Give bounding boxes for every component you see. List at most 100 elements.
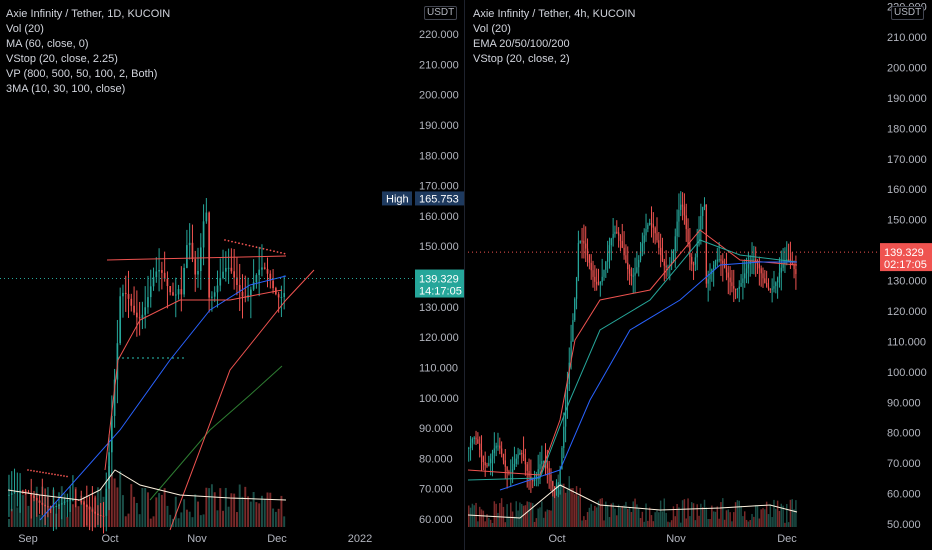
volume-bar xyxy=(595,507,598,527)
price-tick-label: 170.000 xyxy=(419,181,459,193)
volume-bar xyxy=(121,495,124,527)
candle-body xyxy=(30,493,33,496)
volume-bar xyxy=(149,518,152,527)
vstop-dot xyxy=(241,243,244,245)
candle-body xyxy=(539,464,541,470)
left-indicator-ma[interactable]: MA (60, close, 0) xyxy=(6,38,89,50)
candle-body xyxy=(522,454,525,459)
candle-body xyxy=(519,452,521,455)
price-tick-label: 200.000 xyxy=(419,90,459,102)
right-price-axis[interactable]: 50.000 60.000 70.000 80.000 90.000 100.000 110… xyxy=(880,2,932,531)
candle-body xyxy=(650,223,653,225)
candle-body xyxy=(166,278,169,287)
candle-body xyxy=(241,291,244,297)
volume-bar xyxy=(575,486,578,527)
candle-body xyxy=(725,267,728,273)
left-indicator-3ma[interactable]: 3MA (10, 30, 100, close) xyxy=(6,83,126,95)
candle-body xyxy=(778,272,781,278)
candle-body xyxy=(263,267,266,269)
candle-body xyxy=(197,270,199,275)
candle-body xyxy=(186,245,188,268)
candle-body xyxy=(236,277,238,285)
candle-body xyxy=(152,277,155,287)
volume-bar xyxy=(654,512,656,527)
vstop-dot xyxy=(266,248,268,251)
volume-bar xyxy=(663,498,666,527)
candle-body xyxy=(572,320,574,342)
price-tick-label: 200.000 xyxy=(887,62,927,74)
candle-body xyxy=(718,259,720,261)
candle-body xyxy=(222,271,224,279)
candle-body xyxy=(649,223,651,225)
candle-body xyxy=(661,255,664,262)
volume-bar xyxy=(58,504,60,527)
candle-body xyxy=(658,240,660,248)
candle-body xyxy=(566,383,569,406)
candle-body xyxy=(720,259,722,261)
left-indicator-vstop[interactable]: VStop (20, close, 2.25) xyxy=(6,53,118,65)
candle-body xyxy=(656,233,658,241)
volume-bar xyxy=(113,478,116,527)
candle-body xyxy=(127,294,130,299)
candle-body xyxy=(681,204,684,207)
left-indicator-vol[interactable]: Vol (20) xyxy=(6,23,44,35)
right-chart-plot[interactable]: Oct Nov Dec xyxy=(467,191,880,545)
candle-body xyxy=(563,426,565,448)
candle-body xyxy=(490,458,492,464)
right-indicator-vol[interactable]: Vol (20) xyxy=(473,23,511,35)
volume-bar xyxy=(594,505,596,527)
left-indicator-vp[interactable]: VP (800, 500, 50, 100, 2, Both) xyxy=(6,68,158,80)
volume-bar xyxy=(590,504,592,527)
candle-body xyxy=(521,452,523,455)
volume-bar xyxy=(678,507,680,527)
candle-body xyxy=(219,278,222,286)
candle-body xyxy=(734,288,737,290)
volume-bar xyxy=(272,508,275,527)
candle-body xyxy=(199,247,202,271)
candle-body xyxy=(579,240,581,244)
countdown-text: 14:17:05 xyxy=(419,286,462,298)
volume-bar xyxy=(665,512,667,527)
candle-body xyxy=(468,447,470,449)
volume-bar xyxy=(729,512,731,527)
left-unit-label[interactable]: USDT xyxy=(424,6,458,20)
candle-body xyxy=(249,289,252,296)
volume-bar xyxy=(482,510,485,527)
price-tick-label: 50.000 xyxy=(887,519,921,531)
candle-body xyxy=(680,204,682,211)
volume-bar xyxy=(24,490,27,527)
candle-body xyxy=(537,469,539,475)
price-tick-label: 180.000 xyxy=(887,123,927,135)
candle-body xyxy=(10,493,13,495)
right-unit-label[interactable]: USDT xyxy=(891,6,925,20)
volume-bar xyxy=(135,503,138,527)
right-indicator-vstop[interactable]: VStop (20, close, 2) xyxy=(473,53,570,65)
volume-bar xyxy=(723,519,726,527)
candle-body xyxy=(535,474,537,479)
volume-bar xyxy=(27,505,30,527)
volume-bar xyxy=(222,510,225,527)
candle-body xyxy=(526,464,528,471)
volume-bar xyxy=(469,507,472,527)
time-tick-label: Nov xyxy=(187,533,207,545)
volume-bar xyxy=(468,505,470,527)
candle-body xyxy=(550,474,552,482)
candle-body xyxy=(751,259,753,262)
candle-body xyxy=(795,269,797,275)
candle-body xyxy=(601,276,603,282)
candle-body xyxy=(608,245,611,254)
volume-bar xyxy=(555,482,558,527)
right-indicator-ema[interactable]: EMA 20/50/100/200 xyxy=(473,38,570,50)
candle-body xyxy=(486,465,488,467)
candle-body xyxy=(588,255,591,263)
price-tick-label: 150.000 xyxy=(419,241,459,253)
volume-bar xyxy=(208,488,211,527)
left-price-axis[interactable]: 60.000 70.000 80.000 90.000 100.000 110.000 12… xyxy=(382,29,465,526)
price-tick-label: 150.000 xyxy=(887,215,927,227)
volume-bar xyxy=(778,510,781,527)
candle-body xyxy=(541,461,543,465)
volume-bar xyxy=(658,512,660,527)
volume-bar xyxy=(169,514,172,527)
left-chart-plot[interactable]: Sep Oct Nov Dec 2022 xyxy=(0,198,414,545)
